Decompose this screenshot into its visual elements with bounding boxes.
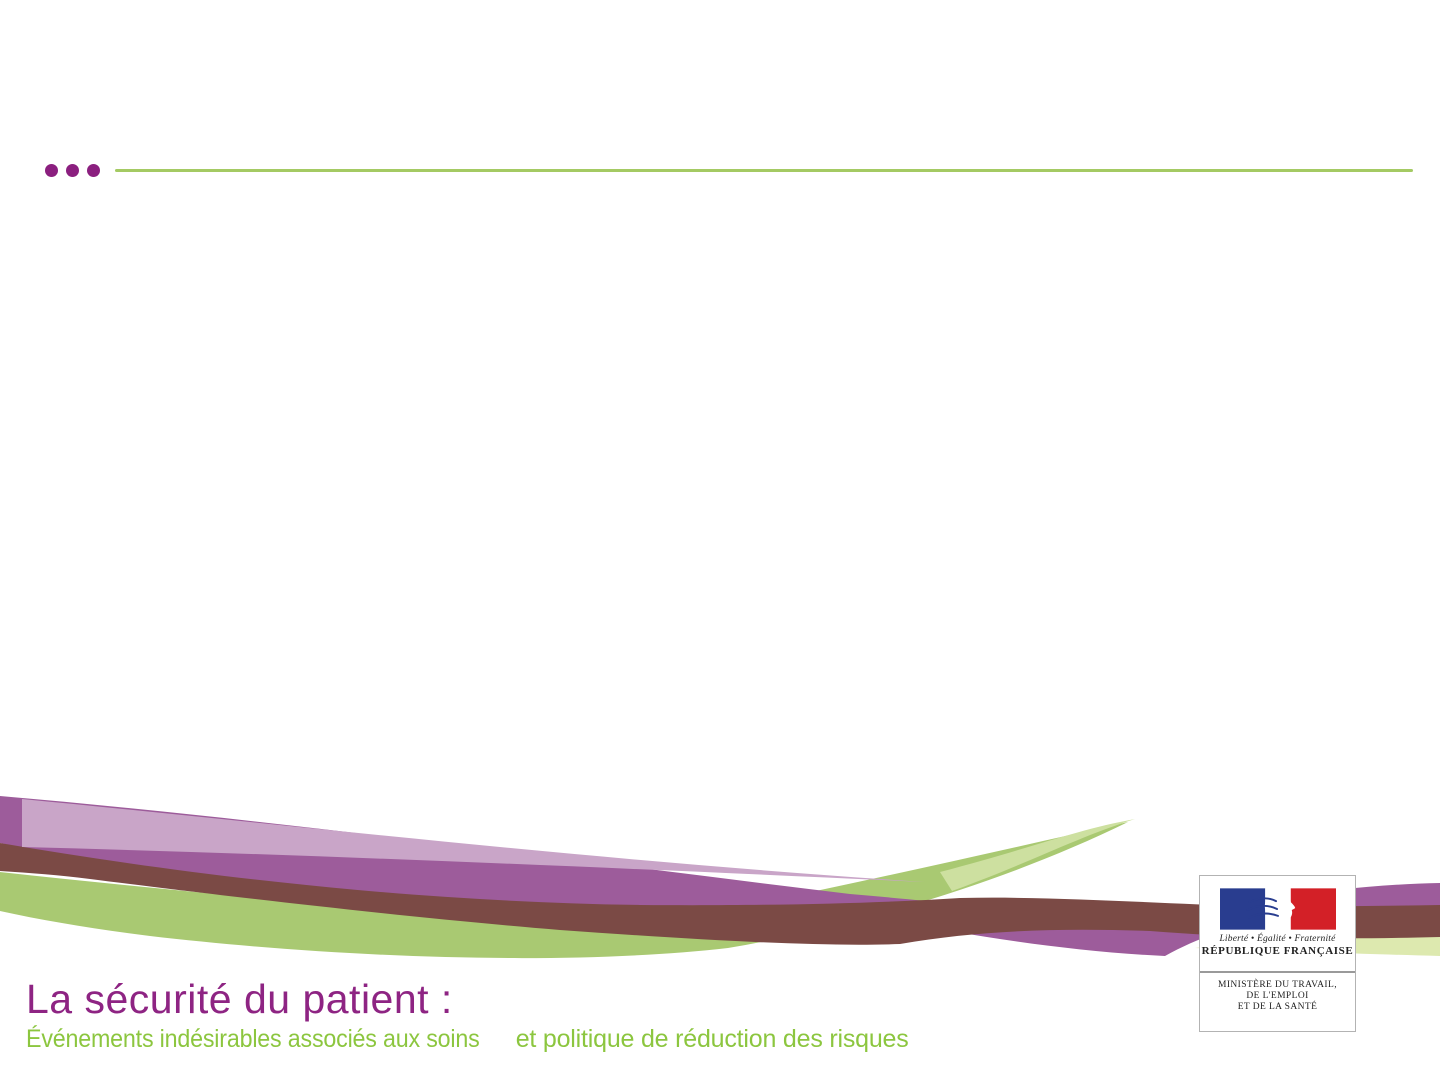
slide-title: La sécurité du patient : bbox=[26, 976, 453, 1022]
logo-motto: Liberté • Égalité • Fraternité bbox=[1219, 934, 1336, 944]
slide-subtitle-part2: et politique de réduction des risques bbox=[515, 1025, 909, 1053]
slide-subtitle-part1: Événements indésirables associés aux soi… bbox=[26, 1025, 480, 1053]
purple-dot-icon bbox=[87, 164, 100, 177]
logo-divider bbox=[1200, 971, 1355, 973]
top-ornament bbox=[0, 0, 1440, 200]
ministry-line: MINISTÈRE DU TRAVAIL, bbox=[1218, 980, 1337, 990]
slide-subtitle: Événements indésirables associés aux soi… bbox=[26, 1024, 909, 1054]
header-rule-line bbox=[115, 169, 1413, 172]
ministry-line: DE L'EMPLOI bbox=[1246, 991, 1309, 1001]
green-wave-band bbox=[0, 822, 1128, 959]
marianne-flag-icon bbox=[1219, 888, 1336, 930]
purple-dot-icon bbox=[66, 164, 79, 177]
french-government-logo: Liberté • Égalité • Fraternité RÉPUBLIQU… bbox=[1199, 875, 1356, 1032]
pale-green-tip-highlight bbox=[940, 819, 1135, 891]
logo-republic-name: RÉPUBLIQUE FRANÇAISE bbox=[1201, 945, 1354, 957]
pink-wave-overlay bbox=[22, 799, 925, 882]
maroon-wave-band bbox=[0, 843, 1440, 945]
marianne-hair-lines bbox=[1246, 897, 1279, 919]
title-block: La sécurité du patient : Événements indé… bbox=[26, 976, 909, 1054]
marianne-profile bbox=[1264, 892, 1295, 930]
ministry-line: ET DE LA SANTÉ bbox=[1237, 1002, 1318, 1012]
purple-dot-icon bbox=[45, 164, 58, 177]
logo-ministry-name: MINISTÈRE DU TRAVAIL, DE L'EMPLOI ET DE … bbox=[1218, 980, 1337, 1013]
